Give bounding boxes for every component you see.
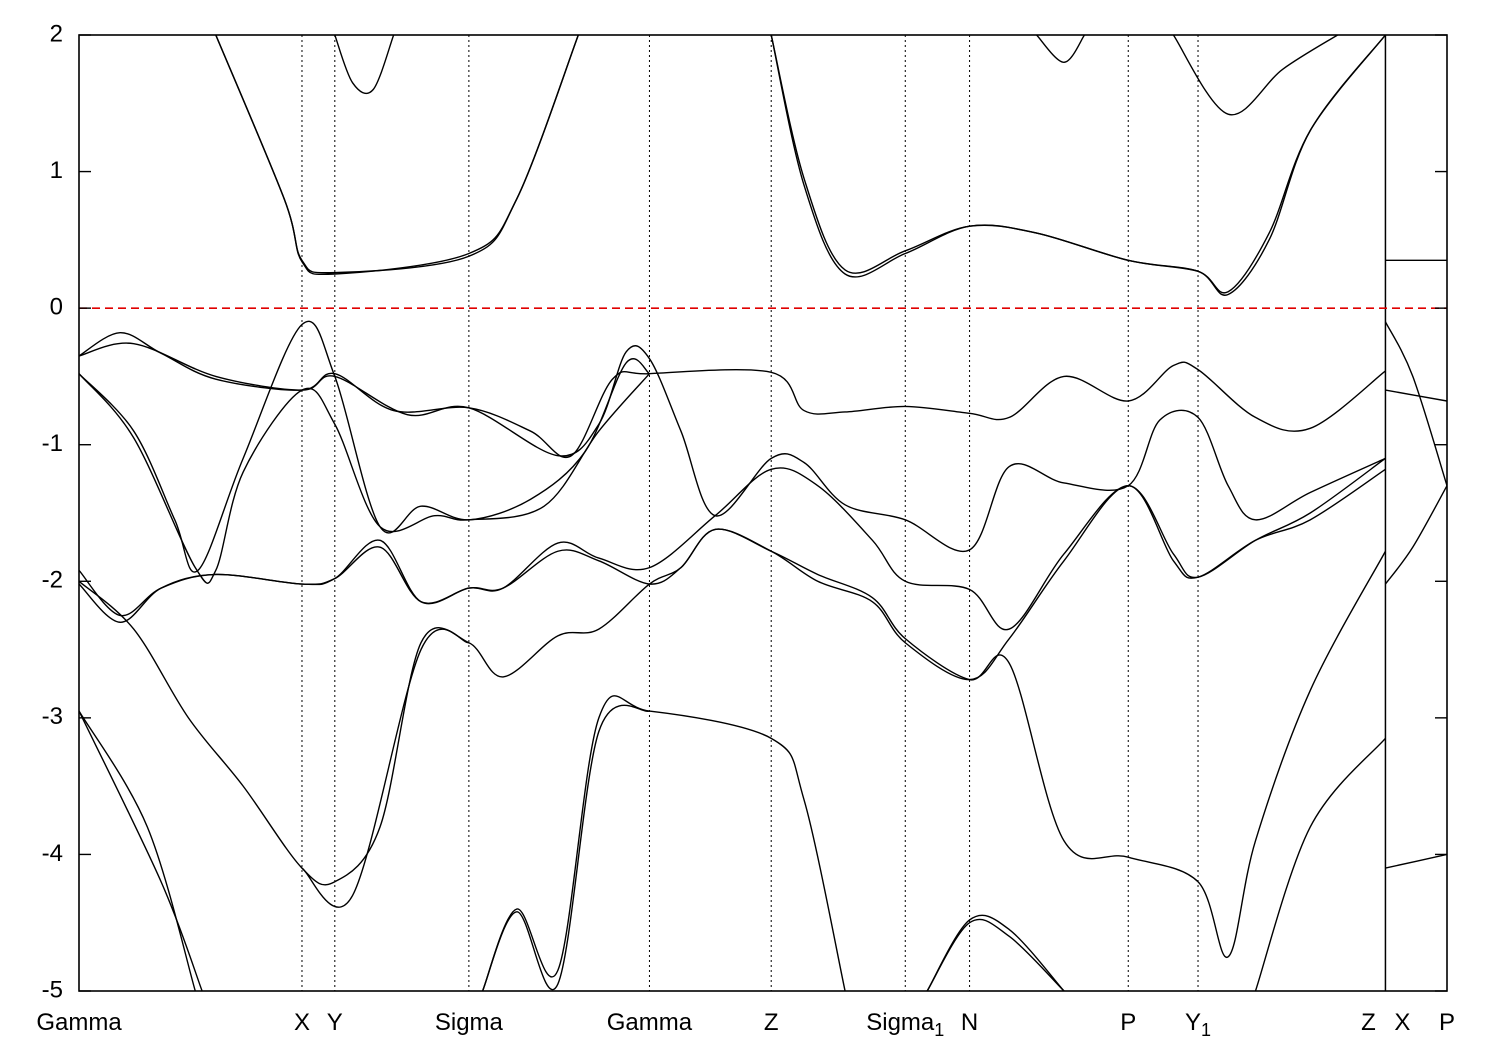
band-line-18 (334, 35, 395, 95)
band-line-7 (79, 528, 1387, 958)
x-tick-label: X (294, 1009, 310, 1036)
band-line-8 (79, 710, 196, 991)
band-line-26 (1384, 485, 1447, 585)
y-tick-label: 1 (50, 157, 63, 184)
y-tick-label: -5 (42, 976, 63, 1003)
x-tick-label: Gamma (36, 1009, 122, 1036)
band-line-21 (1036, 35, 1086, 64)
band-series (79, 35, 1447, 991)
x-tick-label: Sigma (435, 1009, 504, 1036)
band-line-9 (79, 710, 203, 991)
band-line-14 (926, 914, 1065, 991)
band-line-27 (1385, 853, 1447, 869)
kpoint-grid-lines (301, 35, 1387, 991)
x-tick-label: Y1 (1185, 1009, 1211, 1040)
y-tick-label: -1 (42, 430, 63, 457)
y-tick-label: 2 (50, 20, 63, 47)
band-line-24 (1384, 321, 1447, 486)
x-tick-label: Gamma (607, 1009, 693, 1036)
x-tick-label: Sigma1 (866, 1009, 944, 1040)
band-line-2 (79, 342, 1386, 553)
x-tick-label: Z (764, 1009, 779, 1036)
x-axis-ticks: Gamma X Y Sigma Gamma Z Sigma1 N P Y1 Z X P (36, 1009, 1455, 1040)
band-line-15 (1254, 737, 1386, 991)
plot-frame (78, 34, 1448, 992)
band-line-17 (215, 35, 579, 276)
y-tick-label: 0 (50, 293, 63, 320)
y-tick-label: -3 (42, 703, 63, 730)
x-tick-label: Y (327, 1009, 343, 1036)
band-line-22 (1172, 35, 1338, 116)
band-line-11 (481, 695, 846, 991)
band-line-25 (1385, 389, 1447, 402)
x-tick-label: N (961, 1009, 978, 1036)
y-tick-label: -4 (42, 840, 63, 867)
x-tick-label: P (1120, 1009, 1136, 1036)
band-line-4 (79, 373, 650, 584)
band-line-12 (481, 704, 650, 991)
x-tick-label: X (1394, 1009, 1410, 1036)
x-tick-label: Z (1361, 1009, 1376, 1036)
x-tick-label: P (1439, 1009, 1455, 1036)
plot-border (78, 34, 1448, 992)
y-axis-ticks: 2 1 0 -1 -2 -3 -4 -5 (42, 20, 1447, 1003)
y-tick-label: -2 (42, 567, 63, 594)
band-line-10 (301, 628, 470, 908)
band-line-20 (770, 35, 1386, 294)
